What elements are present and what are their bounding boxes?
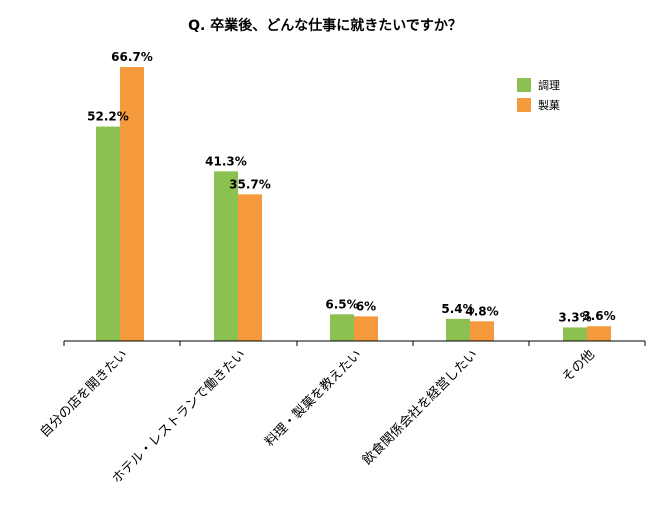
data-label-cooking-4: 3.3% — [558, 310, 591, 324]
bar-pastry-1 — [238, 194, 262, 341]
category-label-2: 料理・製菓を教えたい — [262, 347, 365, 450]
bar-pastry-0 — [120, 67, 144, 341]
legend-swatch-pastry — [517, 98, 531, 112]
bar-cooking-2 — [330, 314, 354, 341]
data-labels-layer: 52.2% 41.3% 6.5% 5.4% 3.3% 66.7% 35.7% 6% 4.8% 3.… — [87, 50, 615, 324]
category-label-3: 飲食関係会社を経営したい — [359, 347, 481, 469]
x-axis — [63, 340, 646, 346]
data-label-cooking-3: 5.4% — [441, 302, 474, 316]
bar-cooking-3 — [446, 318, 470, 341]
data-label-pastry-2: 6% — [356, 299, 376, 313]
data-label-cooking-2: 6.5% — [325, 297, 358, 311]
category-label-4: その他 — [560, 347, 598, 385]
bar-pastry-3 — [470, 321, 494, 341]
legend-label-cooking: 調理 — [538, 78, 560, 92]
category-label-0: 自分の店を開きたい — [37, 347, 130, 440]
bar-cooking-4 — [563, 327, 587, 341]
data-label-pastry-4: 3.6% — [582, 309, 615, 323]
category-label-1: ホテル・レストランで働きたい — [110, 347, 249, 486]
bar-pastry-2 — [354, 316, 378, 341]
bar-pastry-4 — [587, 326, 611, 341]
data-label-pastry-1: 35.7% — [229, 177, 271, 191]
legend-label-pastry: 製菓 — [538, 98, 560, 112]
data-label-pastry-3: 4.8% — [465, 304, 498, 318]
data-label-cooking-1: 41.3% — [205, 154, 247, 168]
chart-title: Q. 卒業後、どんな仕事に就きたいですか？ — [188, 17, 462, 34]
data-label-cooking-0: 52.2% — [87, 110, 129, 124]
bar-cooking-1 — [214, 171, 238, 341]
bars-layer — [96, 67, 611, 341]
legend-swatch-cooking — [517, 78, 531, 92]
data-label-pastry-0: 66.7% — [111, 50, 153, 64]
bar-cooking-0 — [96, 126, 120, 341]
